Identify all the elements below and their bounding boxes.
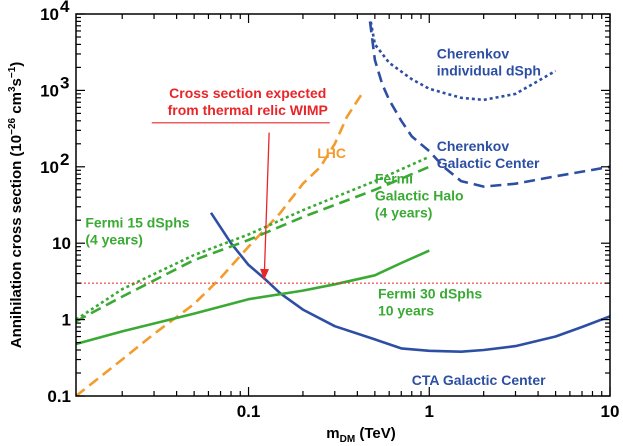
- annotation-6: Fermi 30 dSphs 10 years: [378, 285, 482, 318]
- x-axis-label: mDM (TeV): [326, 425, 395, 445]
- series-line-1: [368, 21, 610, 188]
- annotation-6-line-0: Fermi 30 dSphs: [378, 285, 482, 301]
- y-tick-label: 10: [40, 5, 59, 24]
- annotation-7: CTA Galactic Center: [412, 372, 546, 388]
- annotation-4-line-0: Fermi: [375, 171, 413, 187]
- x-tick-label: 10: [601, 402, 620, 421]
- y-axis-label-sup2: 3: [7, 86, 18, 92]
- data-series-group: [76, 21, 610, 396]
- x-axis-label-rest: (TeV): [355, 425, 396, 442]
- annotation-1-line-0: Cherenkov: [437, 138, 510, 154]
- y-tick-label-exponent: 2: [60, 150, 69, 169]
- annotation-4-line-1: Galactic Halo: [375, 188, 464, 204]
- y-tick-label-exponent: 3: [60, 73, 69, 92]
- y-axis-label-mid2: s: [8, 78, 25, 86]
- series-line-2: [209, 212, 610, 353]
- annotation-5-line-0: Fermi 15 dSphs: [85, 215, 189, 231]
- annotation-7-line-0: CTA Galactic Center: [412, 372, 546, 388]
- y-axis-label-sup3: −1: [7, 66, 18, 78]
- annotation-2: Cross section expected from thermal relic…: [168, 85, 328, 118]
- annotation-4: Fermi Galactic Halo (4 years): [375, 171, 464, 221]
- x-axis-label-sub: DM: [340, 434, 356, 445]
- y-axis-label: Annihilation cross section (10−26 cm3s−1…: [7, 62, 25, 349]
- annotation-6-line-1: 10 years: [378, 302, 434, 318]
- series-line-5: [76, 165, 430, 323]
- y-axis-label-pre: Annihilation cross section (10: [8, 135, 25, 348]
- annotation-2-line-0: Cross section expected: [169, 85, 326, 101]
- annotation-1: Cherenkov Galactic Center: [437, 138, 540, 171]
- y-tick-label: 10: [40, 158, 59, 177]
- x-tick-label: 0.1: [237, 402, 261, 421]
- annotation-3-line-0: LHC: [317, 145, 346, 161]
- arrow-group: [260, 132, 270, 281]
- y-tick-label-exponent: 4: [60, 0, 70, 16]
- annotation-5-line-1: (4 years): [85, 232, 143, 248]
- series-line-4: [76, 155, 430, 321]
- y-tick-label: 0.1: [47, 387, 71, 406]
- annotation-arrow-shaft: [263, 132, 270, 281]
- annotation-0-line-0: Cherenkov: [437, 46, 510, 62]
- y-axis-label-mid: cm: [8, 92, 25, 118]
- annotation-2-line-1: from thermal relic WIMP: [168, 102, 328, 118]
- series-line-6: [76, 249, 430, 346]
- annotation-arrow-head: [260, 268, 270, 280]
- y-tick-label: 10: [40, 81, 59, 100]
- annotation-0: Cherenkov individual dSph: [437, 46, 541, 79]
- y-axis-label-post: ): [8, 62, 25, 67]
- series-line-3: [76, 91, 365, 396]
- x-tick-label: 1: [425, 402, 434, 421]
- annotation-0-line-1: individual dSph: [437, 63, 541, 79]
- annotation-4-line-2: (4 years): [375, 205, 433, 221]
- y-axis-label-sup1: −26: [7, 117, 18, 134]
- annotation-5: Fermi 15 dSphs (4 years): [85, 215, 189, 248]
- annotation-3: LHC: [317, 145, 346, 161]
- plot-frame: [75, 13, 611, 397]
- y-tick-label: 1: [62, 311, 71, 330]
- x-axis-label-main: m: [326, 425, 339, 442]
- y-tick-label: 10: [52, 234, 71, 253]
- series-line-0: [369, 21, 557, 102]
- annotation-1-line-1: Galactic Center: [437, 155, 540, 171]
